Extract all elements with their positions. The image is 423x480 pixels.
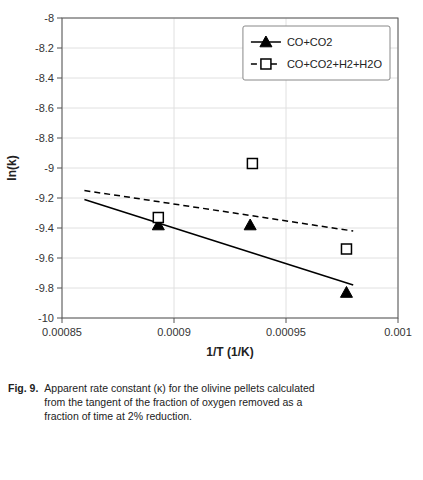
tick xyxy=(57,198,62,199)
caption-label: Fig. 9. xyxy=(8,382,38,394)
grid-line xyxy=(62,258,398,259)
chart: 0.00085 0.0009 0.00095 0.001 -10 -9.8 -9.6 -9.4… xyxy=(0,0,423,480)
grid-line xyxy=(62,108,398,109)
tick-label: -9.4 xyxy=(35,222,54,234)
tick xyxy=(57,78,62,79)
tick xyxy=(57,258,62,259)
tick xyxy=(57,108,62,109)
tick xyxy=(57,288,62,289)
plot-area xyxy=(62,18,398,318)
tick-label: -8.8 xyxy=(35,132,54,144)
tick-label: 0.001 xyxy=(384,326,412,338)
legend-marker xyxy=(260,36,272,47)
point xyxy=(153,213,163,223)
caption-text: Apparent rate constant (κ) for the olivi… xyxy=(44,382,314,422)
tick-label: -9.2 xyxy=(35,192,54,204)
tick xyxy=(286,318,287,323)
trend-line xyxy=(84,191,353,232)
grid-line xyxy=(62,168,398,169)
tick-label: -9 xyxy=(44,162,54,174)
tick xyxy=(57,48,62,49)
caption-line: Apparent rate constant (κ) for the olivi… xyxy=(44,382,314,394)
point xyxy=(247,159,257,169)
point xyxy=(341,244,351,254)
trend-line xyxy=(84,200,353,286)
tick xyxy=(57,318,62,319)
legend-entry: CO+CO2 xyxy=(251,36,333,48)
tick-label: 0.00085 xyxy=(42,326,82,338)
tick-label: -8 xyxy=(44,12,54,24)
tick xyxy=(62,318,63,323)
legend: CO+CO2 CO+CO2+H2+H2O xyxy=(243,26,390,80)
point xyxy=(244,219,256,230)
grid-line xyxy=(62,138,398,139)
tick-label: -9.8 xyxy=(35,282,54,294)
grid-line xyxy=(62,198,398,199)
grid-line xyxy=(62,228,398,229)
tick xyxy=(174,318,175,323)
tick-label: 0.0009 xyxy=(157,326,191,338)
caption-line: from the tangent of the fraction of oxyg… xyxy=(44,396,302,408)
tick-label: -10 xyxy=(38,312,54,324)
tick-label: -8.4 xyxy=(35,72,54,84)
legend-box xyxy=(243,26,390,80)
legend-label: CO+CO2+H2+H2O xyxy=(287,58,383,70)
tick xyxy=(57,138,62,139)
axes: 0.00085 0.0009 0.00095 0.001 -10 -9.8 -9.6 -9.4… xyxy=(35,12,412,338)
caption: Fig. 9. Apparent rate constant (κ) for th… xyxy=(8,382,315,422)
tick xyxy=(398,318,399,323)
data xyxy=(84,159,353,298)
legend-entry: CO+CO2+H2+H2O xyxy=(251,58,383,70)
legend-marker xyxy=(261,59,271,69)
grid xyxy=(62,18,398,318)
tick-label: 0.00095 xyxy=(266,326,306,338)
y-axis-title: ln(k) xyxy=(5,155,19,180)
point xyxy=(340,287,352,298)
caption-line: fraction of time at 2% reduction. xyxy=(44,410,192,422)
tick xyxy=(57,168,62,169)
tick xyxy=(57,228,62,229)
x-axis-title: 1/T (1/K) xyxy=(206,345,253,359)
plot-frame xyxy=(62,18,398,318)
tick xyxy=(57,18,62,19)
legend-label: CO+CO2 xyxy=(287,36,333,48)
tick-label: -8.2 xyxy=(35,42,54,54)
tick-label: -9.6 xyxy=(35,252,54,264)
tick-label: -8.6 xyxy=(35,102,54,114)
